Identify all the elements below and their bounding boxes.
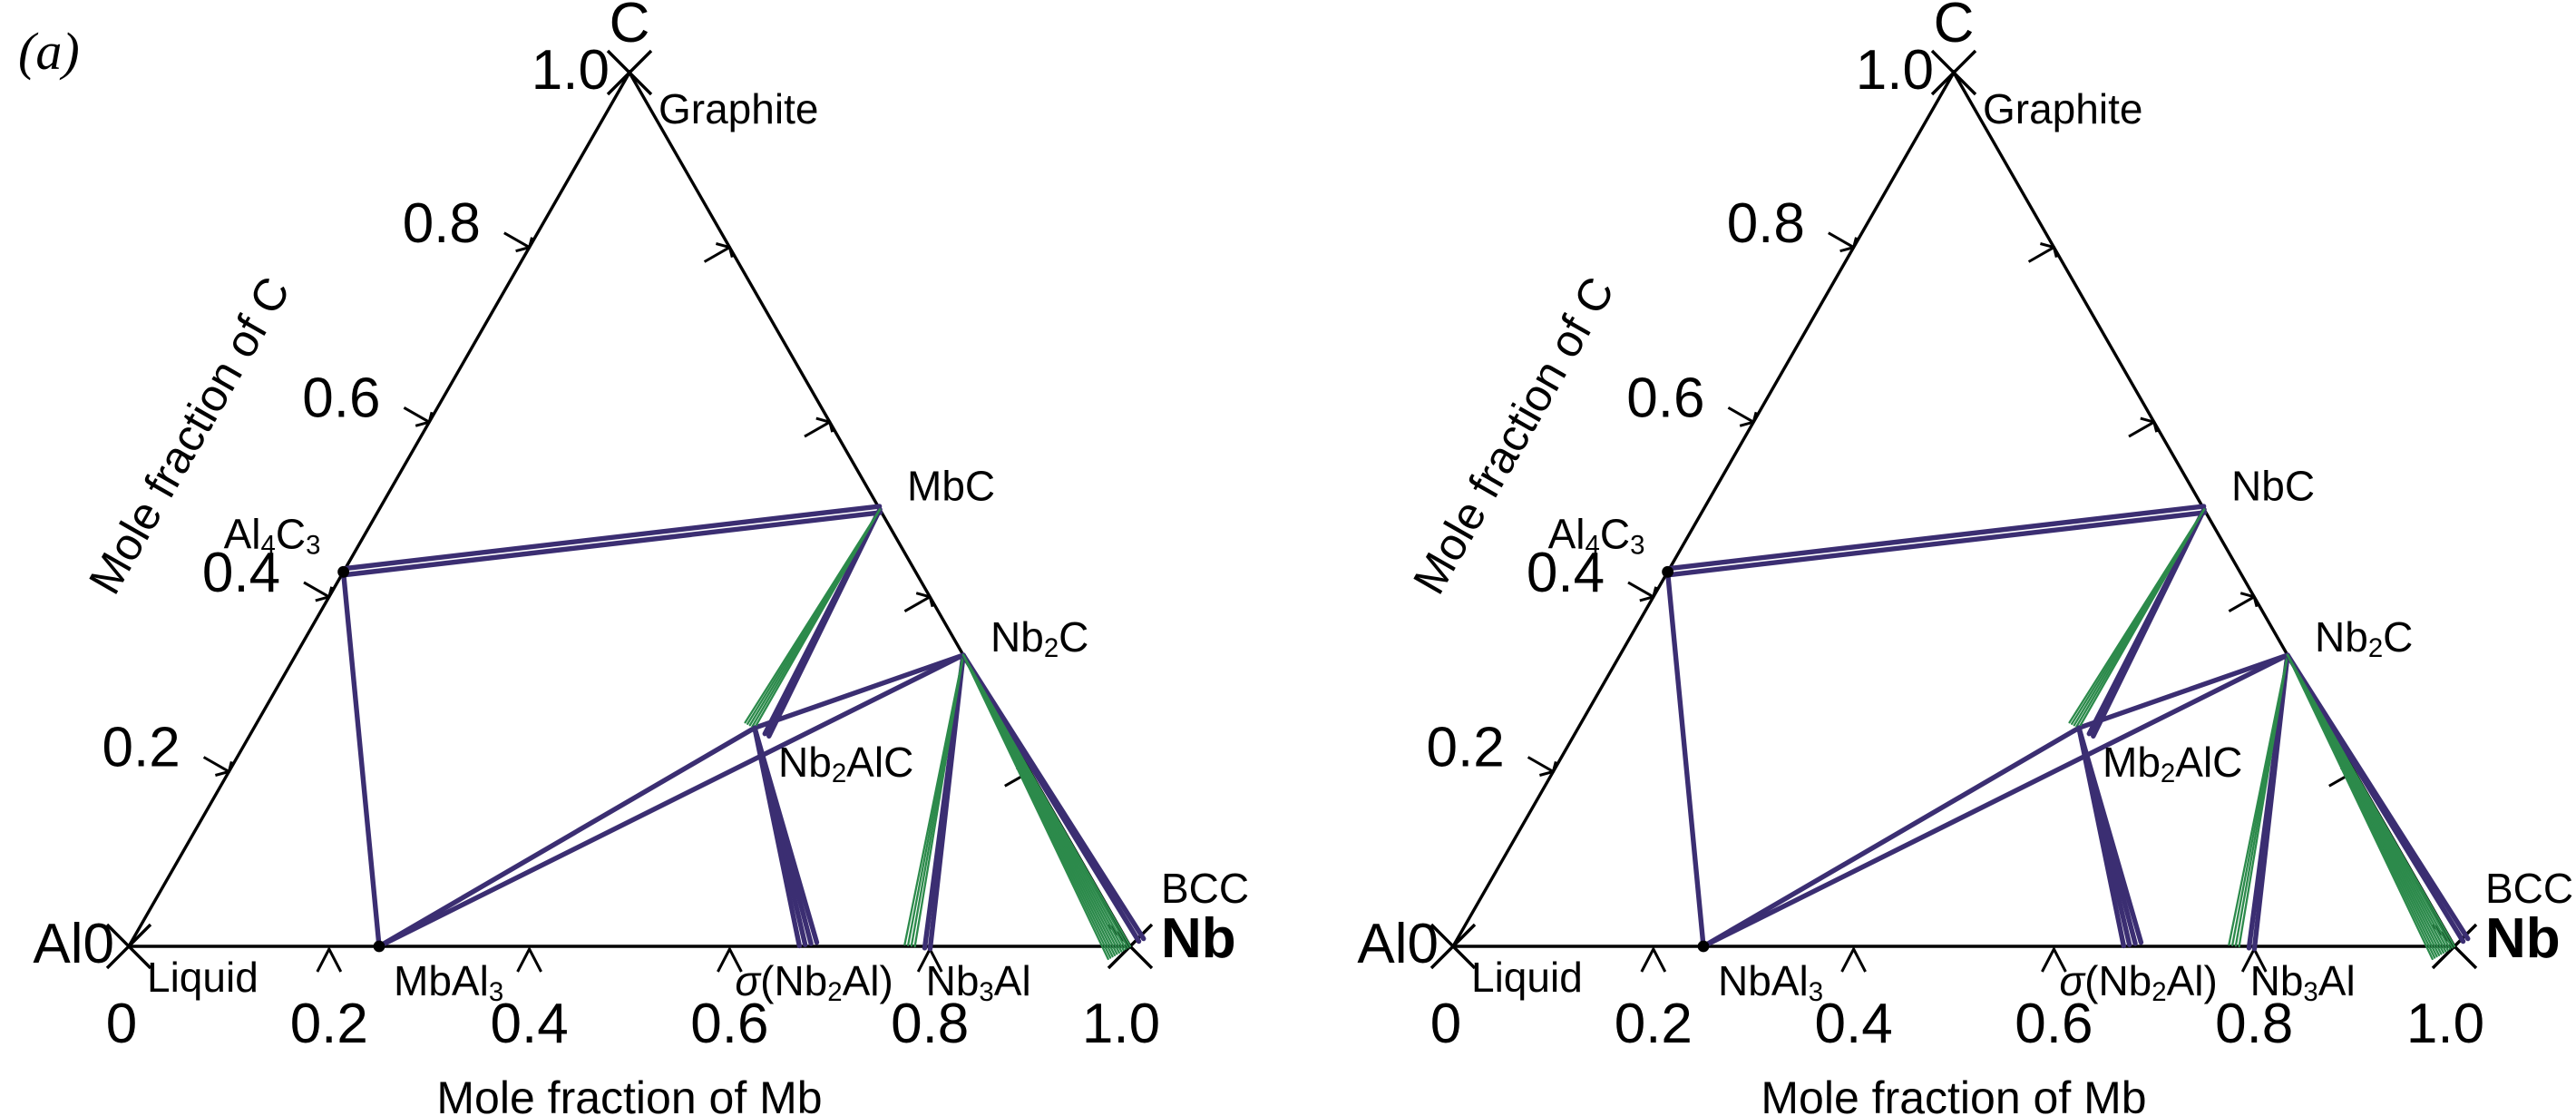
svg-text:Nb3Al: Nb3Al — [926, 957, 1031, 1007]
svg-text:Al0: Al0 — [1357, 913, 1439, 975]
svg-text:Graphite: Graphite — [659, 85, 818, 132]
svg-text:C: C — [610, 0, 650, 54]
svg-text:0.2: 0.2 — [290, 993, 368, 1055]
svg-text:NbC: NbC — [2231, 463, 2315, 510]
svg-text:0.4: 0.4 — [1814, 993, 1892, 1055]
svg-text:Nb3Al: Nb3Al — [2250, 957, 2356, 1007]
svg-text:Nb2C: Nb2C — [990, 613, 1088, 663]
svg-text:Liquid: Liquid — [1471, 954, 1583, 1001]
svg-text:(a): (a) — [18, 22, 80, 81]
svg-text:0.8: 0.8 — [403, 192, 481, 255]
svg-text:MbAl3: MbAl3 — [394, 957, 503, 1007]
svg-text:MbC: MbC — [907, 463, 995, 510]
svg-text:1.0: 1.0 — [1082, 993, 1160, 1055]
svg-text:Nb: Nb — [1161, 907, 1236, 970]
svg-text:NbAl3: NbAl3 — [1718, 957, 1823, 1007]
svg-text:Al0: Al0 — [33, 913, 114, 975]
svg-text:0.2: 0.2 — [1615, 993, 1693, 1055]
svg-text:Mole fraction of Mb: Mole fraction of Mb — [436, 1072, 822, 1116]
svg-text:Nb2AlC: Nb2AlC — [778, 739, 913, 788]
svg-text:Nb2C: Nb2C — [2315, 613, 2413, 663]
svg-text:1.0: 1.0 — [532, 39, 610, 102]
svg-text:BCC: BCC — [1161, 865, 1249, 912]
svg-text:Mole fraction of Mb: Mole fraction of Mb — [1761, 1072, 2146, 1116]
svg-text:BCC: BCC — [2485, 865, 2573, 912]
svg-text:0.6: 0.6 — [1626, 367, 1704, 430]
svg-text:0.8: 0.8 — [1727, 192, 1805, 255]
svg-text:0.6: 0.6 — [302, 367, 380, 430]
svg-text:σ(Nb2Al): σ(Nb2Al) — [735, 957, 893, 1007]
svg-text:Nb: Nb — [2485, 907, 2561, 970]
svg-text:C: C — [1934, 0, 1975, 54]
svg-text:Liquid: Liquid — [147, 954, 259, 1001]
svg-text:1.0: 1.0 — [2406, 993, 2484, 1055]
svg-text:0: 0 — [1430, 993, 1461, 1055]
svg-text:1.0: 1.0 — [1856, 39, 1934, 102]
svg-text:0.2: 0.2 — [102, 717, 180, 779]
svg-text:Graphite: Graphite — [1983, 85, 2142, 132]
svg-text:0: 0 — [106, 993, 137, 1055]
svg-text:σ(Nb2Al): σ(Nb2Al) — [2059, 957, 2217, 1007]
svg-text:0.2: 0.2 — [1426, 717, 1504, 779]
